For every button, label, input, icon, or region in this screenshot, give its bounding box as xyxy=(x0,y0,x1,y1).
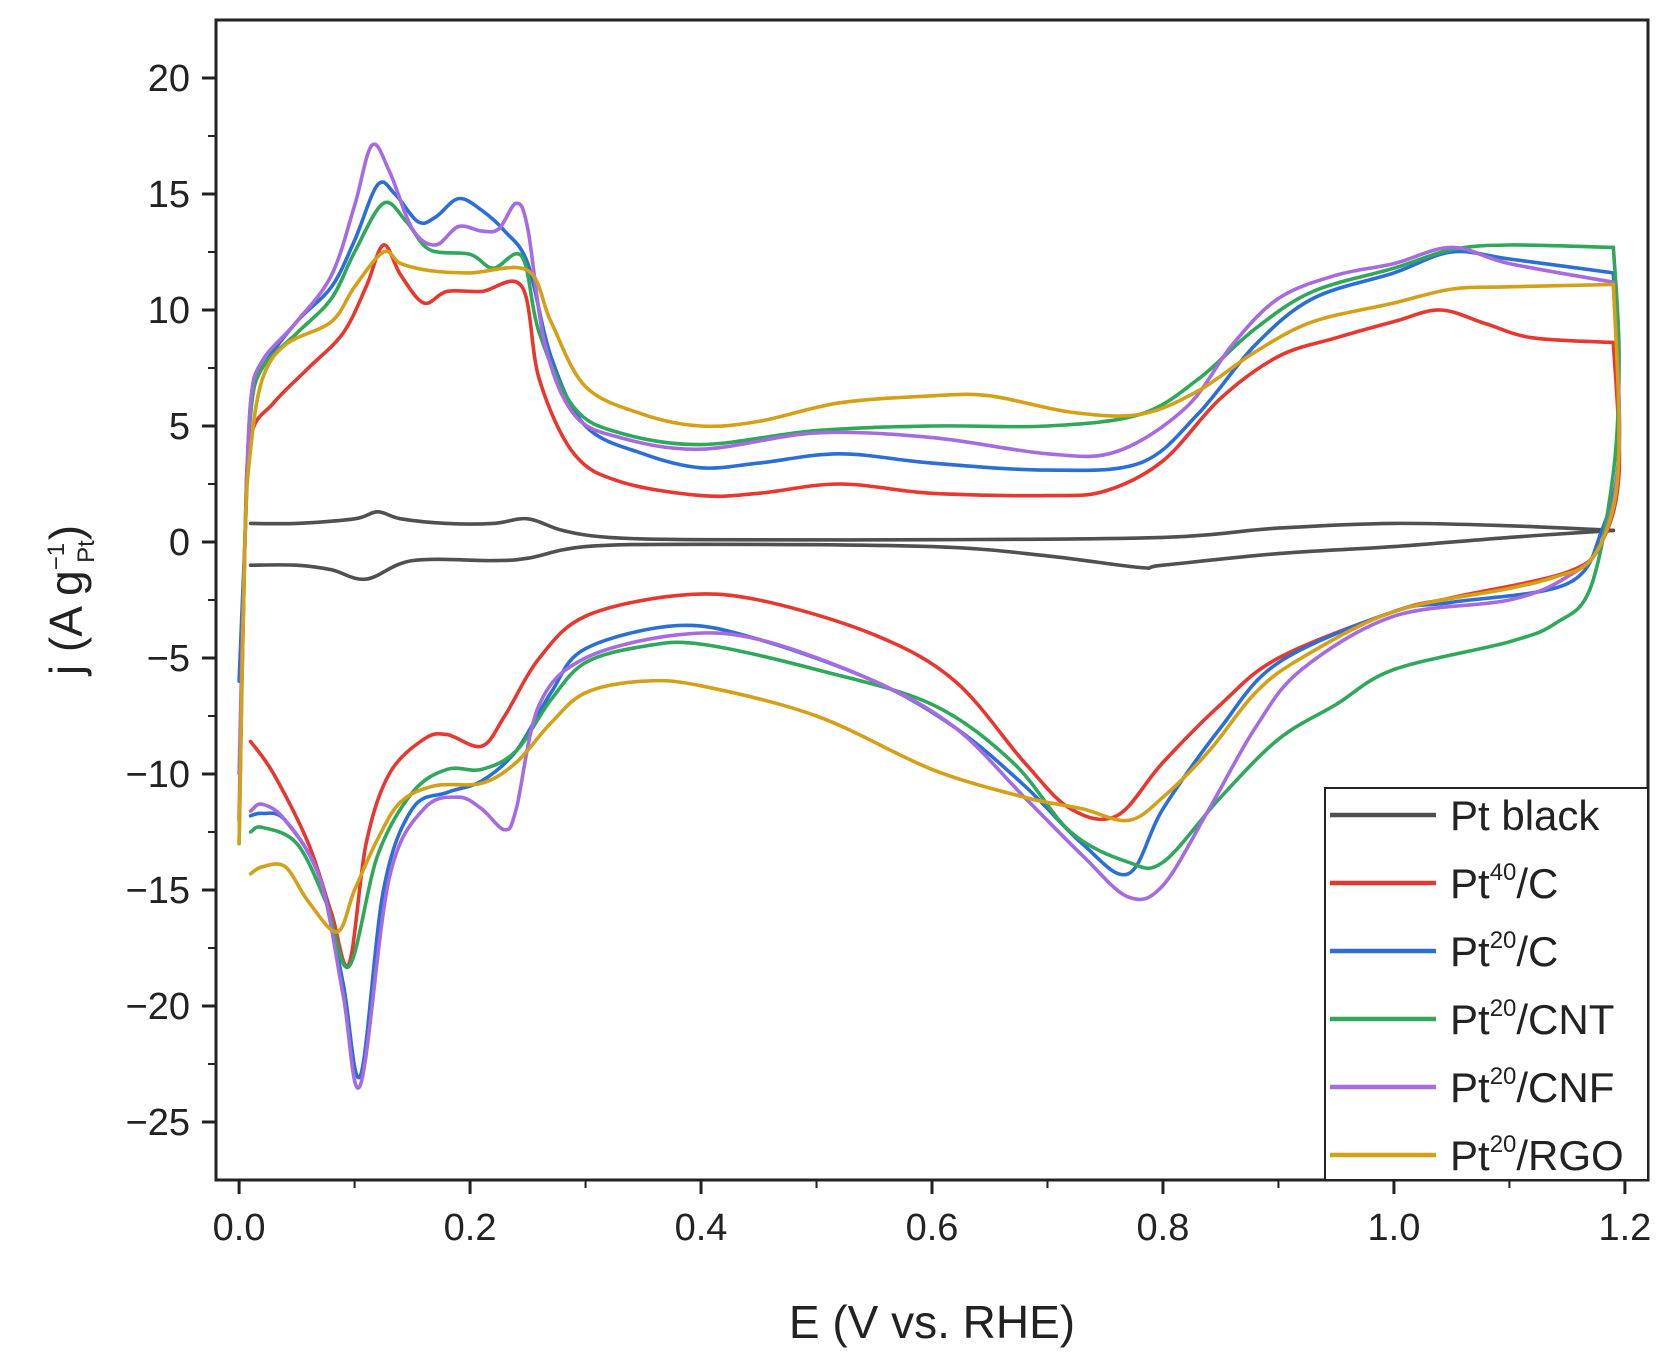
series-pt20-cnf-anodic xyxy=(237,142,1616,776)
plot-curves xyxy=(237,142,1622,1090)
x-tick-label: 1.2 xyxy=(1598,1207,1651,1249)
y-tick-label: 0 xyxy=(169,522,190,564)
y-tick-label: −5 xyxy=(147,638,190,680)
legend: Pt black Pt40/C Pt20/C Pt20/CNT Pt20/CNF Pt20… xyxy=(1324,787,1649,1181)
y-axis-title-main: j (A g xyxy=(40,570,92,677)
y-tick-label: 15 xyxy=(148,174,190,216)
x-tick-label: 0.8 xyxy=(1137,1207,1190,1249)
series-pt20-cnf-cathodic xyxy=(248,280,1622,1090)
y-axis-title-close: ) xyxy=(40,525,92,540)
y-axis-title-superscript: −1 xyxy=(43,543,70,570)
series-pt40-c-anodic xyxy=(237,243,1616,823)
x-tick-label: 0.6 xyxy=(906,1207,959,1249)
y-tick-label: 20 xyxy=(148,58,190,100)
series-pt20-rgo-cathodic xyxy=(248,282,1621,934)
x-tick-label: 0.2 xyxy=(444,1207,497,1249)
series-pt20-cnt-cathodic xyxy=(248,245,1621,970)
series-pt-black-cathodic xyxy=(248,528,1616,582)
y-tick-label: −15 xyxy=(126,870,190,912)
y-axis-ticks: −25 −20 −15 −10 −5 0 5 10 15 20 xyxy=(126,58,216,1144)
y-tick-label: 10 xyxy=(148,290,190,332)
legend-label-pt20-c: Pt20/C xyxy=(1450,927,1558,975)
y-axis-title-subscript: Pt xyxy=(73,540,100,563)
y-axis-title: j (A g−1 Pt) xyxy=(40,525,100,677)
legend-box xyxy=(1324,787,1649,1181)
x-axis-title: E (V vs. RHE) xyxy=(789,1296,1075,1348)
x-axis-ticks: 0.0 0.2 0.4 0.6 0.8 1.0 1.2 xyxy=(213,1180,1651,1249)
legend-label-pt40-c: Pt40/C xyxy=(1450,859,1558,907)
y-tick-label: −20 xyxy=(126,986,190,1028)
y-tick-label: −25 xyxy=(126,1102,190,1144)
legend-label-pt20-rgo: Pt20/RGO xyxy=(1450,1131,1624,1179)
y-tick-label: 5 xyxy=(169,406,190,448)
series-pt20-rgo-anodic xyxy=(237,249,1616,846)
x-tick-label: 0.0 xyxy=(213,1207,266,1249)
x-tick-label: 0.4 xyxy=(675,1207,728,1249)
legend-label-pt20-cnf: Pt20/CNF xyxy=(1450,1063,1614,1111)
y-tick-label: −10 xyxy=(126,754,190,796)
series-pt-black-anodic xyxy=(248,510,1616,542)
legend-label-pt20-cnt: Pt20/CNT xyxy=(1450,995,1614,1043)
x-tick-label: 1.0 xyxy=(1368,1207,1421,1249)
legend-label-pt-black: Pt black xyxy=(1450,792,1600,839)
